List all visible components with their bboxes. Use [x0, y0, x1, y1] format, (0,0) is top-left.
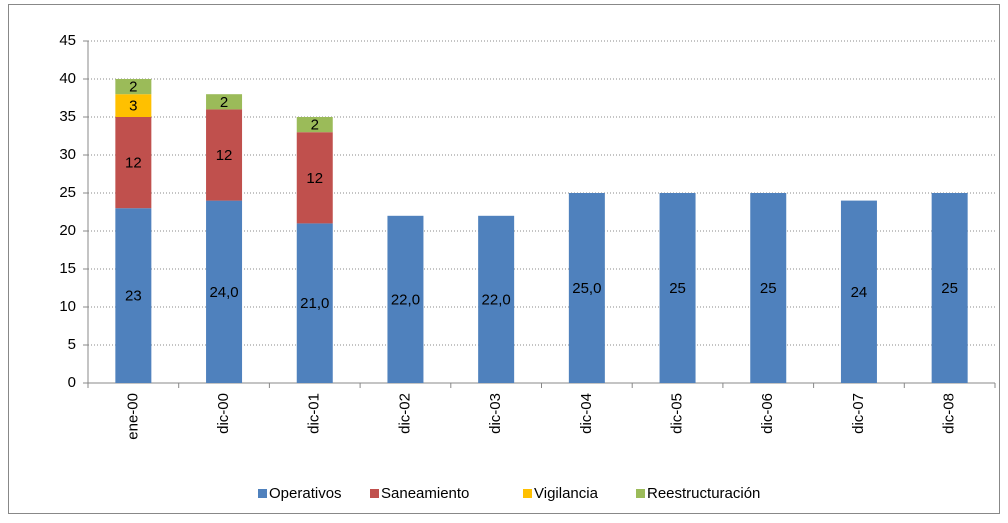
x-tick-label: dic-03 — [487, 393, 504, 434]
x-tick-label: dic-06 — [759, 393, 776, 434]
data-label: 22,0 — [482, 291, 511, 308]
y-tick-label: 40 — [59, 70, 76, 87]
bar-segment — [206, 94, 243, 110]
data-label: 24 — [851, 284, 868, 301]
legend-swatch — [523, 489, 532, 498]
data-label: 2 — [311, 117, 319, 134]
data-label: 12 — [216, 147, 233, 164]
y-tick-label: 45 — [59, 32, 76, 49]
y-tick-label: 30 — [59, 146, 76, 163]
y-tick-label: 35 — [59, 108, 76, 125]
bar-segment — [931, 193, 968, 383]
legend-label: Reestructuración — [647, 485, 760, 502]
bar-segment — [115, 94, 152, 117]
y-tick-label: 15 — [59, 260, 76, 277]
legend-label: Operativos — [269, 485, 342, 502]
data-label: 12 — [306, 170, 323, 187]
data-label: 25 — [760, 280, 777, 297]
bar-segment — [115, 117, 152, 209]
data-label: 25 — [941, 280, 958, 297]
x-tick-label: dic-01 — [306, 393, 323, 434]
y-tick-label: 25 — [59, 184, 76, 201]
bar-segment — [296, 223, 333, 383]
bar-segment — [115, 208, 152, 383]
x-tick-label: ene-00 — [124, 393, 141, 440]
x-tick-label: dic-02 — [396, 393, 413, 434]
data-label: 12 — [125, 155, 142, 172]
data-label: 22,0 — [391, 291, 420, 308]
y-tick-label: 20 — [59, 222, 76, 239]
legend-swatch — [636, 489, 645, 498]
bar-segment — [478, 215, 515, 383]
bar-segment — [115, 79, 152, 95]
data-label: 3 — [129, 98, 137, 115]
legend-swatch — [258, 489, 267, 498]
bar-segment — [750, 193, 787, 383]
bar-segment — [840, 200, 877, 383]
y-tick-label: 10 — [59, 298, 76, 315]
bar-segment — [296, 117, 333, 133]
data-label: 25,0 — [572, 280, 601, 297]
data-label: 2 — [129, 79, 137, 96]
x-tick-label: dic-05 — [669, 393, 686, 434]
bar-segment — [206, 200, 243, 383]
legend-label: Vigilancia — [534, 485, 599, 502]
data-label: 23 — [125, 288, 142, 305]
data-label: 2 — [220, 94, 228, 111]
legend-label: Saneamiento — [381, 485, 469, 502]
bar-segment — [659, 193, 696, 383]
x-tick-label: dic-07 — [850, 393, 867, 434]
data-label: 24,0 — [209, 284, 238, 301]
x-tick-label: dic-04 — [578, 393, 595, 434]
data-label: 25 — [669, 280, 686, 297]
bar-segment — [568, 193, 605, 383]
y-tick-label: 0 — [68, 374, 76, 391]
y-tick-label: 5 — [68, 336, 76, 353]
bar-segment — [296, 132, 333, 224]
bar-segment — [387, 215, 424, 383]
x-tick-label: dic-00 — [215, 393, 232, 434]
data-label: 21,0 — [300, 295, 329, 312]
x-tick-label: dic-08 — [941, 393, 958, 434]
bar-segment — [206, 109, 243, 201]
legend-swatch — [370, 489, 379, 498]
